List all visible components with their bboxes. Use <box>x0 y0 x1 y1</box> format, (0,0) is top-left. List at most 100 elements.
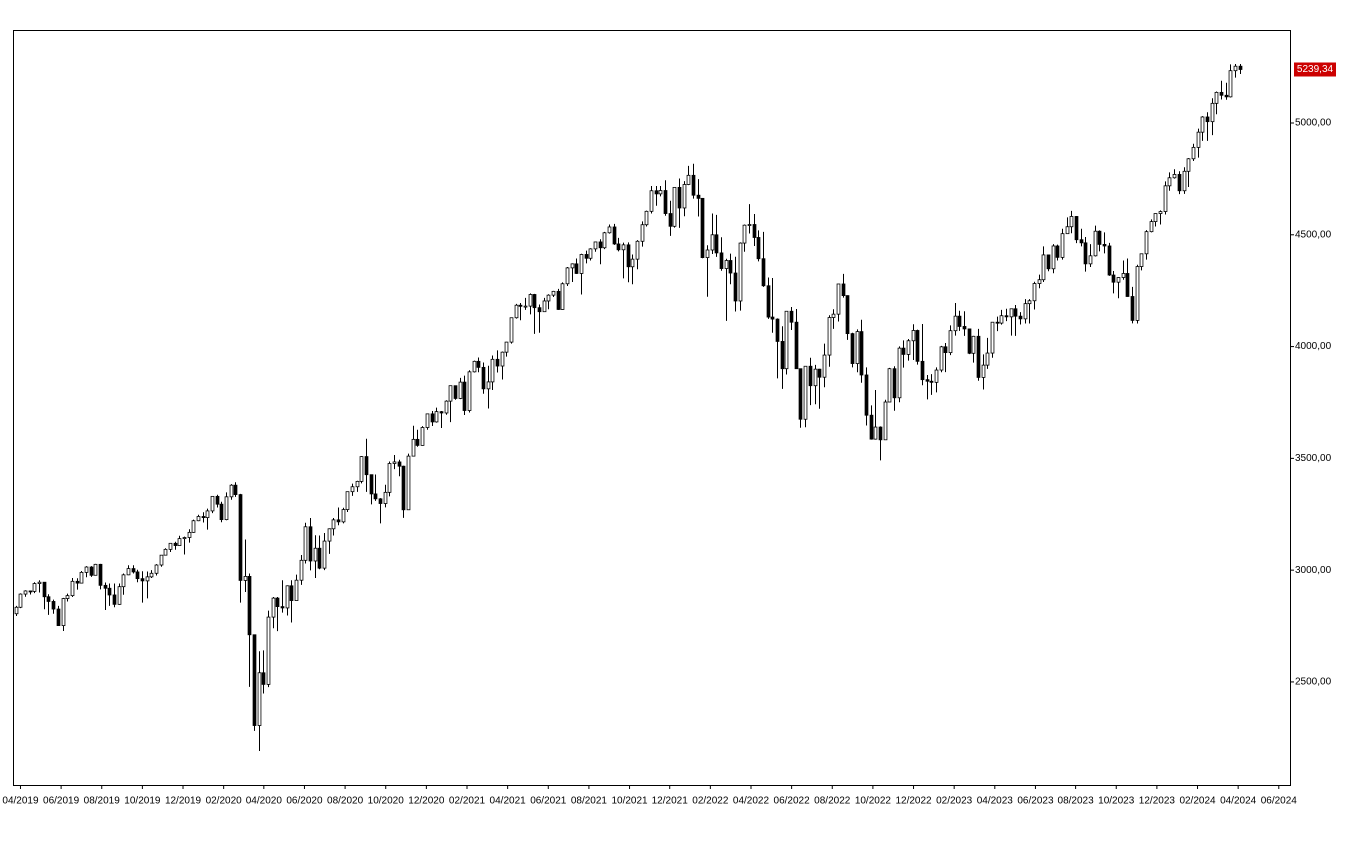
candle-body <box>1224 94 1229 98</box>
candle-body <box>976 335 981 378</box>
candle-body <box>182 537 187 540</box>
candle-body <box>1037 279 1042 284</box>
candle-body <box>430 413 435 423</box>
candle-body <box>117 586 122 605</box>
candle-body <box>313 547 318 562</box>
candle-body <box>901 347 906 355</box>
candle-body <box>696 194 701 199</box>
candle-body <box>500 351 505 367</box>
candle-body <box>640 224 645 242</box>
candle-body <box>784 310 789 370</box>
candle-body <box>1139 253 1144 267</box>
candle-body <box>1186 158 1191 172</box>
candle-body <box>593 241 598 250</box>
candle-body <box>364 456 369 476</box>
candle-body <box>215 495 220 505</box>
candle-body <box>285 585 290 609</box>
candle-body <box>145 576 150 582</box>
candle-body <box>948 330 953 354</box>
candle-body <box>481 366 486 390</box>
candle-body <box>453 385 458 399</box>
candle-body <box>467 371 472 411</box>
candle-body <box>1233 65 1238 72</box>
candle-body <box>425 413 430 428</box>
candle-body <box>112 594 117 605</box>
candle-body <box>18 593 23 608</box>
candle-body <box>84 566 89 573</box>
candle-body <box>322 540 327 569</box>
y-tick-label: 4500,00 <box>1295 229 1332 240</box>
candle-body <box>1065 226 1070 235</box>
candle-body <box>1196 131 1201 148</box>
candle-body <box>668 213 673 227</box>
candle-body <box>981 364 986 378</box>
candle-body <box>1093 230 1098 257</box>
candle-body <box>1205 116 1210 123</box>
candle-body <box>649 190 654 212</box>
candle-body <box>14 606 19 615</box>
candle-body <box>126 568 131 576</box>
candle-body <box>710 234 715 251</box>
candle-body <box>1102 244 1107 247</box>
x-tick-label: 04/2022 <box>733 796 770 807</box>
candle-body <box>1153 213 1158 223</box>
candle-body <box>154 564 159 574</box>
candle-body <box>556 290 561 310</box>
candle-body <box>350 486 355 493</box>
y-tick-label: 3000,00 <box>1295 565 1332 576</box>
candle-body <box>514 304 519 319</box>
candle-body <box>579 254 584 274</box>
candle-body <box>738 242 743 302</box>
candle-body <box>808 365 813 387</box>
candle-body <box>719 252 724 269</box>
candle-body <box>1182 170 1187 192</box>
candle-body <box>458 381 463 399</box>
candle-body <box>878 426 883 441</box>
candle-body <box>42 581 47 598</box>
candle-body <box>490 358 495 383</box>
candle-body <box>546 294 551 302</box>
candle-body <box>691 174 696 196</box>
candle-body <box>1219 91 1224 96</box>
candle-body <box>210 495 215 512</box>
candle-body <box>1088 255 1093 265</box>
candle-body <box>1238 65 1243 70</box>
candle-body <box>672 186 677 227</box>
x-tick-label: 08/2021 <box>571 796 608 807</box>
candle-body <box>588 248 593 259</box>
candle-body <box>523 305 528 308</box>
x-tick-label: 10/2023 <box>1098 796 1135 807</box>
x-tick-label: 10/2022 <box>855 796 892 807</box>
candle-body <box>1074 216 1079 241</box>
candle-body <box>75 580 80 584</box>
x-tick-label: 04/2024 <box>1220 796 1257 807</box>
candle-body <box>355 480 360 488</box>
candle-body <box>962 326 967 330</box>
candle-body <box>159 554 164 566</box>
candle-body <box>677 186 682 209</box>
candle-body <box>794 321 799 370</box>
candle-body <box>294 579 299 601</box>
candle-body <box>28 590 33 593</box>
candle-body <box>528 294 533 307</box>
candle-body <box>383 491 388 504</box>
x-tick-label: 08/2020 <box>327 796 364 807</box>
candle-body <box>1107 245 1112 276</box>
candle-body <box>486 381 491 390</box>
candle-body <box>397 461 402 467</box>
candle-body <box>883 401 888 441</box>
candle-body <box>266 616 271 685</box>
candle-body <box>939 346 944 371</box>
candle-body <box>887 368 892 403</box>
candle-body <box>537 307 542 313</box>
x-tick-label: 04/2020 <box>246 796 283 807</box>
candle-body <box>359 456 364 482</box>
candle-body <box>299 559 304 581</box>
candle-body <box>219 503 224 521</box>
x-tick-label: 04/2021 <box>490 796 527 807</box>
candle-body <box>1200 116 1205 133</box>
candle-body <box>331 519 336 530</box>
candle-body <box>1018 315 1023 320</box>
